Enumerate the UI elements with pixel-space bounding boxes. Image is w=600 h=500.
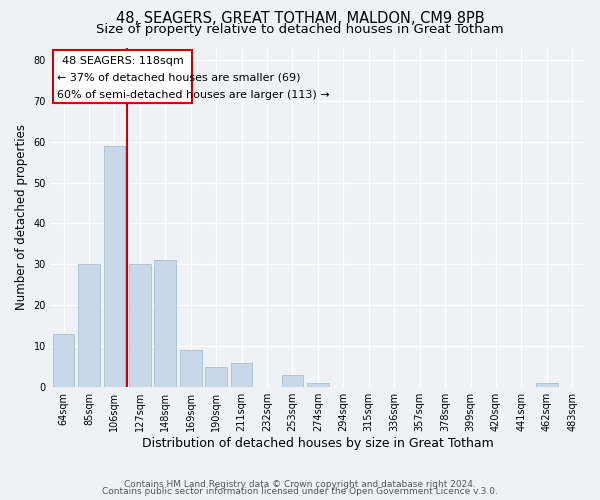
Text: Contains public sector information licensed under the Open Government Licence v.: Contains public sector information licen… bbox=[102, 488, 498, 496]
X-axis label: Distribution of detached houses by size in Great Totham: Distribution of detached houses by size … bbox=[142, 437, 494, 450]
Bar bbox=[78, 264, 100, 387]
Bar bbox=[180, 350, 202, 387]
Y-axis label: Number of detached properties: Number of detached properties bbox=[15, 124, 28, 310]
Text: Size of property relative to detached houses in Great Totham: Size of property relative to detached ho… bbox=[96, 22, 504, 36]
Bar bbox=[205, 366, 227, 387]
Text: 48 SEAGERS: 118sqm: 48 SEAGERS: 118sqm bbox=[62, 56, 183, 66]
Bar bbox=[104, 146, 125, 387]
Bar bbox=[281, 375, 303, 387]
Bar bbox=[231, 362, 253, 387]
Bar bbox=[53, 334, 74, 387]
Text: 60% of semi-detached houses are larger (113) →: 60% of semi-detached houses are larger (… bbox=[56, 90, 329, 100]
Text: ← 37% of detached houses are smaller (69): ← 37% of detached houses are smaller (69… bbox=[56, 73, 300, 83]
Text: Contains HM Land Registry data © Crown copyright and database right 2024.: Contains HM Land Registry data © Crown c… bbox=[124, 480, 476, 489]
Bar bbox=[53, 50, 192, 103]
Bar bbox=[129, 264, 151, 387]
Bar bbox=[536, 383, 557, 387]
Bar bbox=[307, 383, 329, 387]
Text: 48, SEAGERS, GREAT TOTHAM, MALDON, CM9 8PB: 48, SEAGERS, GREAT TOTHAM, MALDON, CM9 8… bbox=[116, 11, 484, 26]
Bar bbox=[154, 260, 176, 387]
